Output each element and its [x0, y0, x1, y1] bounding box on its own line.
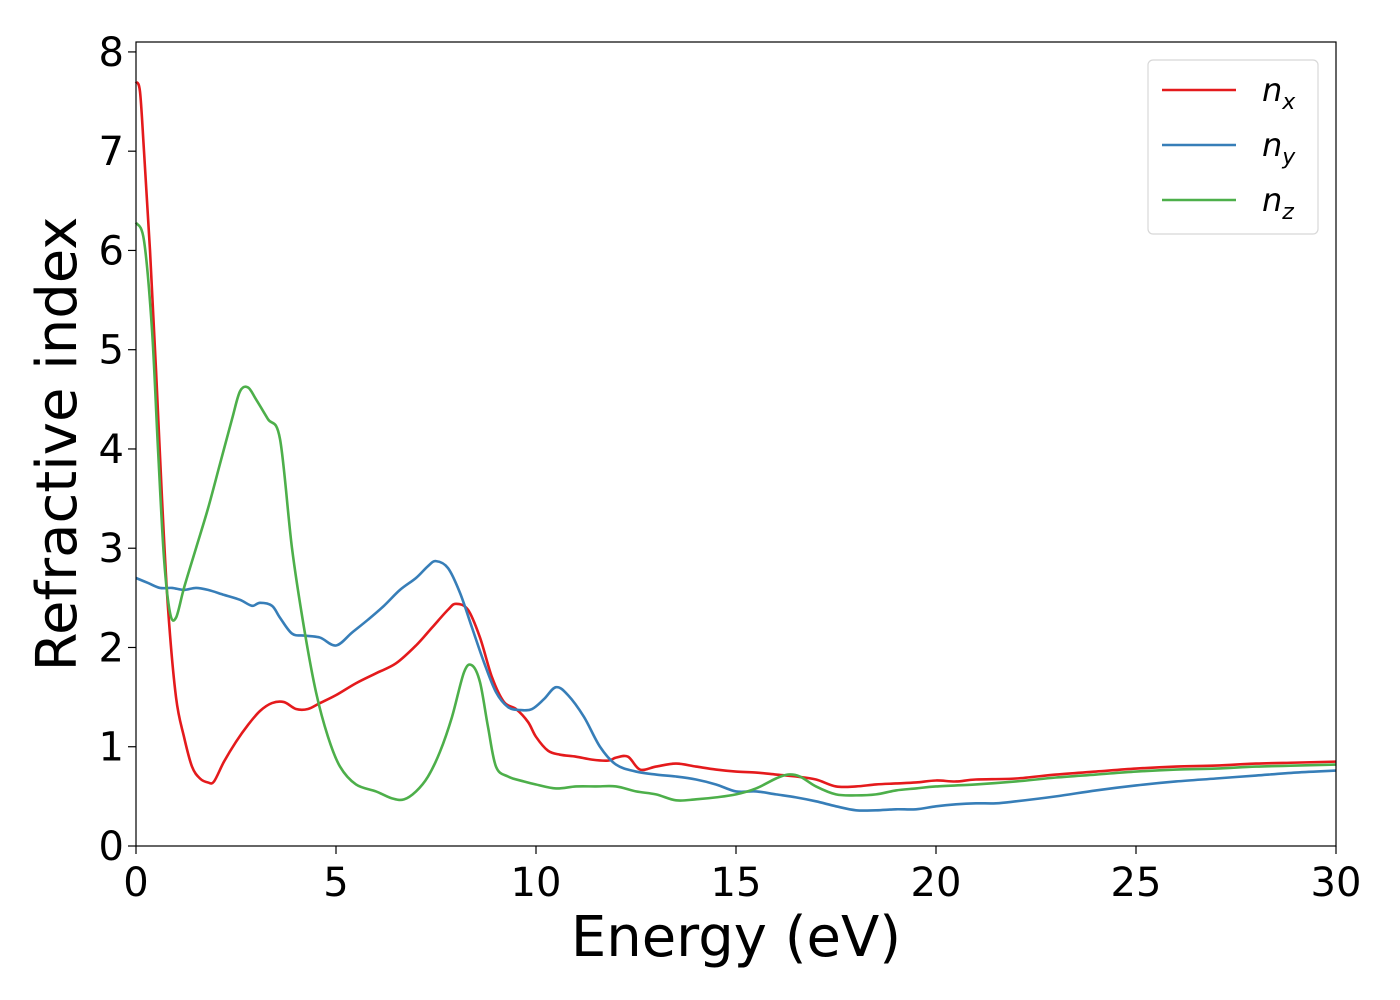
- y-tick-label: 5: [99, 328, 124, 374]
- plot-background: [136, 42, 1336, 846]
- series-line-ny: [135, 559, 1337, 812]
- x-tick-label: 25: [1111, 860, 1162, 906]
- x-tick-label: 5: [323, 860, 348, 906]
- y-tick-label: 6: [99, 228, 124, 274]
- series-line-nz: [134, 221, 1337, 802]
- legend-box: [1147, 59, 1319, 235]
- x-axis-title: Energy (eV): [571, 905, 901, 970]
- y-tick-label: 0: [99, 824, 124, 870]
- legend-label: ny: [1262, 126, 1296, 170]
- legend-label-base: n: [1262, 71, 1282, 109]
- series-line-nx: [134, 80, 1337, 789]
- legend-label-subscript: x: [1281, 90, 1296, 115]
- y-axis: 0 1 2 3 4 5 6 7 8: [99, 30, 136, 870]
- y-tick-label: 8: [99, 30, 124, 76]
- legend-label-base: n: [1262, 126, 1282, 164]
- y-tick-label: 4: [99, 427, 124, 473]
- x-tick-label: 0: [123, 860, 148, 906]
- y-tick-label: 1: [99, 725, 124, 771]
- x-tick-label: 10: [511, 860, 562, 906]
- series-layer: [134, 80, 1337, 812]
- legend-entry-ny: ny: [1162, 126, 1296, 170]
- legend-label: nx: [1262, 71, 1296, 115]
- legend-label-subscript: y: [1281, 145, 1296, 170]
- legend-label: nz: [1262, 181, 1294, 225]
- y-tick-label: 7: [99, 129, 124, 175]
- y-tick-label: 3: [99, 526, 124, 572]
- legend-entry-nx: nx: [1162, 71, 1296, 115]
- y-tick-label: 2: [99, 625, 124, 671]
- x-tick-label: 30: [1311, 860, 1362, 906]
- x-tick-label: 15: [711, 860, 762, 906]
- y-axis-title: Refractive index: [25, 217, 90, 672]
- legend-entry-nz: nz: [1162, 181, 1294, 225]
- legend-label-subscript: z: [1281, 200, 1294, 225]
- x-axis: 0 5 10 15 20 25 30: [123, 846, 1361, 906]
- legend-label-base: n: [1262, 181, 1282, 219]
- x-tick-label: 20: [911, 860, 962, 906]
